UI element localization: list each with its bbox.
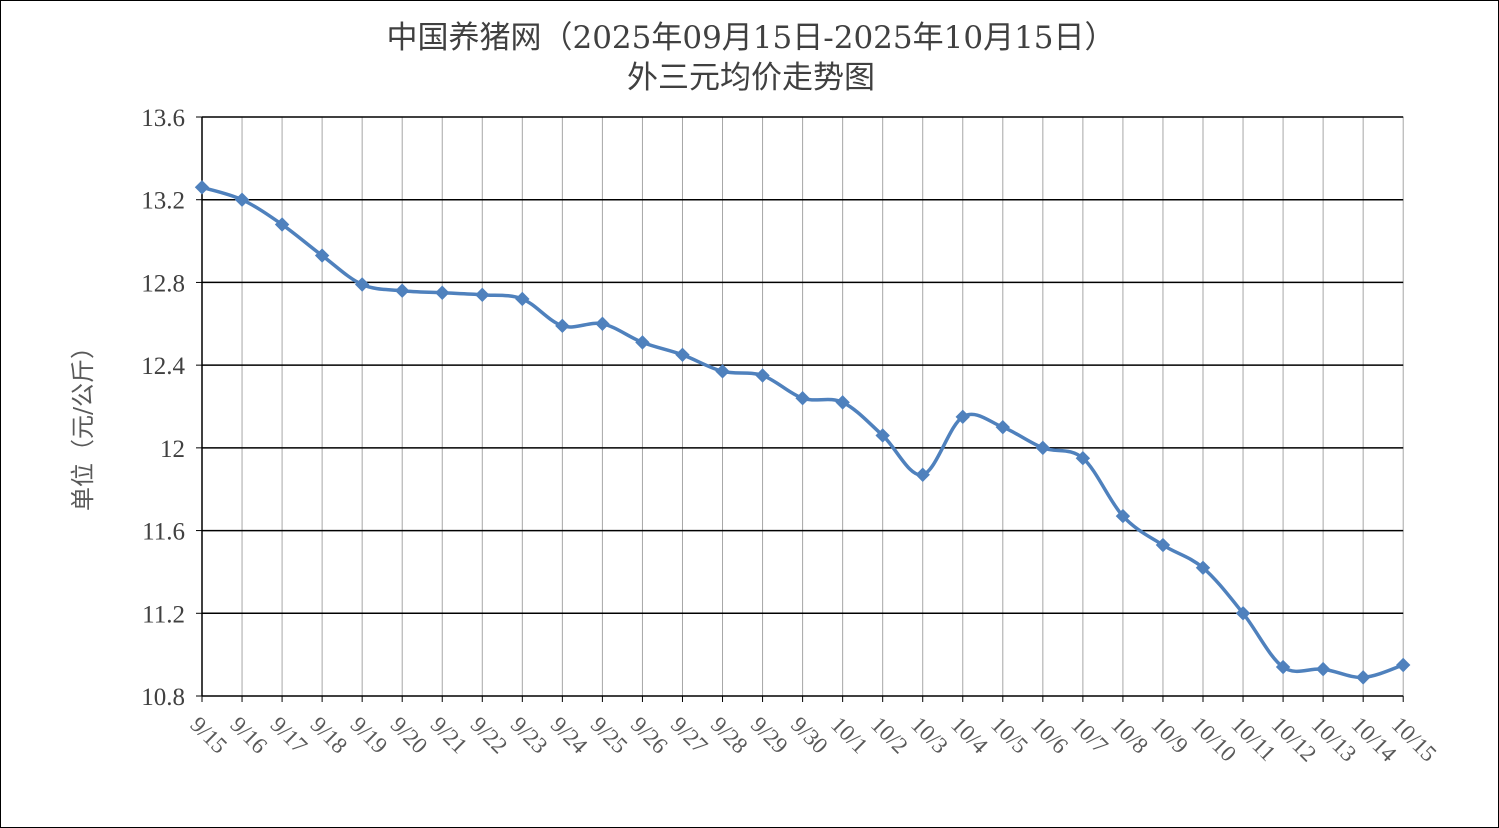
- x-tick-label: 10/7: [1066, 712, 1113, 759]
- data-point-marker: [1315, 661, 1331, 677]
- y-tick-label: 12.4: [141, 353, 185, 380]
- data-point-marker: [435, 285, 450, 300]
- data-point-marker: [995, 419, 1011, 435]
- data-point-marker: [955, 409, 970, 425]
- x-tick-label: 10/2: [866, 712, 913, 759]
- axes: [196, 116, 1404, 702]
- x-tick-label: 10/4: [946, 712, 993, 759]
- data-point-marker: [1155, 537, 1171, 553]
- x-tick-label: 10/13: [1307, 712, 1362, 767]
- data-point-marker: [234, 192, 250, 207]
- data-point-marker: [1395, 657, 1411, 673]
- data-point-marker: [795, 391, 810, 406]
- x-tick-label: 9/23: [506, 712, 553, 759]
- x-tick-label: 10/12: [1267, 712, 1322, 767]
- x-tick-label: 10/1: [826, 712, 873, 759]
- data-point-marker: [1035, 440, 1051, 456]
- x-tick-label: 10/9: [1146, 712, 1193, 759]
- y-tick-label: 10.8: [141, 684, 185, 711]
- y-tick-label: 12: [160, 436, 185, 463]
- x-tick-label: 9/15: [185, 712, 232, 759]
- data-point-marker: [915, 467, 930, 482]
- x-tick-label: 10/5: [986, 712, 1033, 759]
- data-point-marker: [394, 283, 410, 298]
- y-tick-label: 11.2: [142, 601, 185, 628]
- data-point-marker: [314, 248, 330, 263]
- data-point-marker: [515, 291, 530, 307]
- data-point-marker: [354, 277, 370, 292]
- x-tick-label: 9/17: [266, 712, 313, 759]
- x-tick-label: 9/25: [586, 712, 633, 759]
- x-tick-label: 9/30: [786, 712, 833, 759]
- data-point-marker: [835, 395, 850, 410]
- gridlines: [201, 116, 1404, 696]
- x-tick-label: 10/14: [1347, 712, 1402, 767]
- data-point-marker: [635, 335, 650, 350]
- data-point-marker: [475, 287, 490, 303]
- data-point-marker: [875, 428, 890, 443]
- y-axis-label: 单位（元/公斤）: [69, 335, 97, 511]
- y-tick-label: 13.2: [141, 188, 185, 215]
- data-point-marker: [1355, 670, 1371, 685]
- x-tick-label: 10/15: [1387, 712, 1442, 767]
- data-point-marker: [1115, 508, 1131, 524]
- data-markers: [194, 180, 1411, 685]
- x-tick-label: 9/27: [666, 712, 713, 759]
- x-tick-label: 9/19: [346, 712, 393, 759]
- data-point-marker: [1195, 560, 1211, 575]
- y-tick-label: 12.8: [141, 270, 185, 297]
- y-tick-label: 13.6: [141, 105, 185, 132]
- x-tick-label: 9/20: [386, 712, 433, 759]
- x-tick-label: 9/24: [546, 712, 593, 759]
- data-point-marker: [675, 347, 690, 363]
- chart-title: 中国养猪网（2025年09月15日-2025年10月15日）: [386, 20, 1115, 56]
- x-tick-label: 10/6: [1026, 712, 1073, 759]
- data-point-marker: [715, 364, 730, 379]
- data-point-marker: [1275, 659, 1291, 675]
- x-tick-label: 10/11: [1227, 712, 1281, 766]
- x-tick-label: 10/8: [1106, 712, 1153, 759]
- y-tick-label: 11.6: [142, 519, 185, 546]
- x-tick-label: 9/21: [426, 712, 473, 759]
- chart-subtitle: 外三元均价走势图: [627, 60, 875, 96]
- data-point-marker: [555, 318, 570, 334]
- x-tick-label: 9/16: [226, 712, 273, 759]
- x-tick-label: 9/28: [706, 712, 753, 759]
- data-point-marker: [194, 180, 210, 195]
- x-tick-labels: 9/159/169/179/189/199/209/219/229/239/24…: [185, 712, 1441, 767]
- data-point-marker: [595, 316, 610, 331]
- x-tick-label: 9/18: [306, 712, 353, 759]
- data-point-marker: [1075, 450, 1091, 466]
- data-point-marker: [1235, 606, 1251, 621]
- data-point-marker: [274, 217, 290, 232]
- y-tick-labels: 10.8 11.2 11.6 12 12.4 12.8 13.2 13.6: [141, 105, 185, 711]
- x-tick-label: 9/26: [626, 712, 673, 759]
- x-tick-label: 10/10: [1186, 712, 1241, 767]
- data-point-marker: [755, 368, 770, 383]
- x-tick-label: 9/29: [746, 712, 793, 759]
- x-tick-label: 9/22: [466, 712, 513, 759]
- x-tick-label: 10/3: [906, 712, 953, 759]
